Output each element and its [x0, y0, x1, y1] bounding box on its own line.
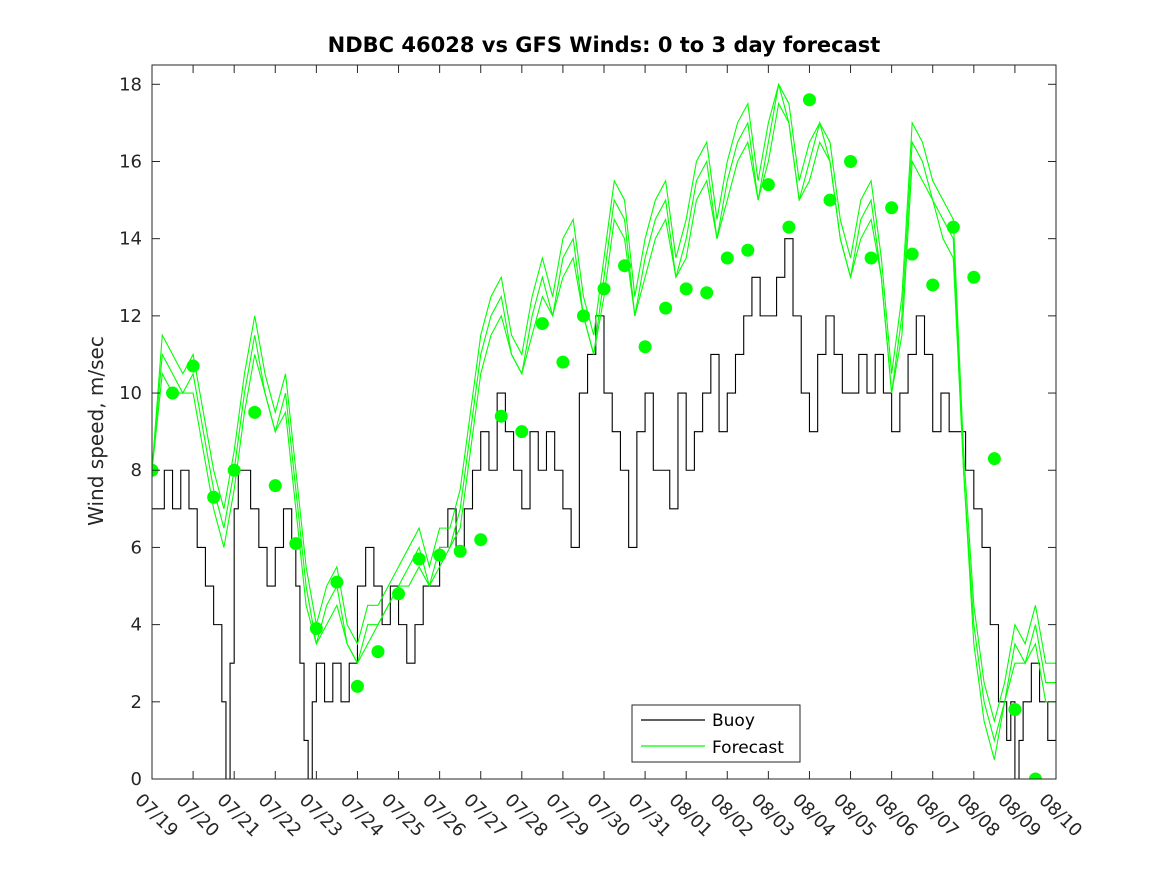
forecast-point [720, 251, 734, 265]
y-tick-label: 12 [119, 306, 142, 327]
forecast-point [453, 544, 467, 558]
forecast-point [823, 193, 837, 207]
forecast-point [761, 178, 775, 192]
x-tick-label: 08/08 [952, 790, 1004, 842]
forecast-point [474, 533, 488, 547]
x-tick-label: 07/21 [213, 790, 265, 842]
forecast-point [350, 679, 364, 693]
x-tick-label: 07/24 [336, 790, 388, 842]
forecast-point [638, 340, 652, 354]
forecast-point [905, 247, 919, 261]
forecast-point [289, 537, 303, 551]
forecast-point [802, 93, 816, 107]
x-tick-label: 08/06 [870, 790, 922, 842]
y-axis-ticks: 0 2 4 6 8 10 12 14 16 18 [119, 74, 1056, 790]
forecast-point [1008, 703, 1022, 717]
x-tick-label: 07/26 [418, 790, 470, 842]
x-tick-label: 07/20 [172, 790, 224, 842]
forecast-point [268, 479, 282, 493]
x-tick-label: 08/05 [829, 790, 881, 842]
x-tick-label: 07/28 [500, 790, 552, 842]
forecast-point [741, 243, 755, 257]
forecast-point [330, 575, 344, 589]
legend-box [631, 704, 801, 763]
x-tick-label: 08/09 [993, 790, 1045, 842]
forecast-point [597, 282, 611, 296]
x-tick-label: 08/07 [911, 790, 963, 842]
y-tick-label: 2 [131, 692, 142, 713]
x-tick-label: 08/10 [1034, 790, 1086, 842]
series-line-buoy [152, 238, 1056, 779]
x-axis-ticks: 07/1907/2007/2107/2207/2307/2407/2507/26… [130, 65, 1086, 841]
forecast-point [494, 409, 508, 423]
y-axis-label: Wind speed, m/sec [84, 336, 108, 526]
x-tick-label: 07/29 [541, 790, 593, 842]
x-tick-label: 07/22 [254, 790, 306, 842]
forecast-point [782, 220, 796, 234]
forecast-point [309, 621, 323, 635]
forecast-point [864, 251, 878, 265]
forecast-point [166, 386, 180, 400]
y-tick-label: 4 [131, 615, 142, 636]
x-tick-label: 07/25 [377, 790, 429, 842]
x-tick-label: 08/03 [747, 790, 799, 842]
forecast-point [535, 317, 549, 331]
forecast-point [967, 270, 981, 284]
y-tick-label: 14 [119, 229, 142, 250]
axes-box [151, 64, 1057, 780]
x-tick-label: 07/23 [295, 790, 347, 842]
forecast-point [885, 201, 899, 215]
x-tick-label: 07/31 [624, 790, 676, 842]
y-tick-label: 8 [131, 460, 142, 481]
legend-label-buoy: Buoy [712, 711, 755, 731]
forecast-point [618, 259, 632, 273]
forecast-point [946, 220, 960, 234]
forecast-point [412, 552, 426, 566]
series-line-forecast [152, 101, 1056, 760]
y-tick-label: 18 [119, 74, 142, 95]
x-tick-label: 07/30 [582, 790, 634, 842]
x-tick-label: 07/19 [130, 790, 182, 842]
y-tick-label: 6 [131, 537, 142, 558]
y-tick-label: 16 [119, 151, 142, 172]
series-line-forecast [152, 82, 1056, 724]
forecast-point [1028, 772, 1042, 779]
forecast-point [844, 154, 858, 168]
forecast-point [186, 359, 200, 373]
plot-area [152, 82, 1056, 779]
forecast-point [926, 278, 940, 292]
legend-label-forecast: Forecast [712, 738, 784, 758]
x-tick-label: 08/01 [665, 790, 717, 842]
forecast-point [515, 425, 529, 439]
forecast-point [207, 490, 221, 504]
forecast-point [576, 309, 590, 323]
forecast-point [248, 405, 262, 419]
forecast-point [987, 452, 1001, 466]
legend: Buoy Forecast [631, 704, 801, 763]
y-tick-label: 10 [119, 383, 142, 404]
forecast-point [392, 587, 406, 601]
series-line-forecast [152, 84, 1056, 743]
x-tick-label: 08/02 [706, 790, 758, 842]
forecast-point [556, 355, 570, 369]
x-tick-label: 08/04 [788, 790, 840, 842]
chart-title: NDBC 46028 vs GFS Winds: 0 to 3 day fore… [328, 33, 881, 57]
forecast-point [433, 548, 447, 562]
forecast-point [371, 645, 385, 659]
forecast-point [700, 286, 714, 300]
forecast-point [659, 301, 673, 315]
forecast-point [227, 463, 241, 477]
x-tick-label: 07/27 [459, 790, 511, 842]
forecast-point [679, 282, 693, 296]
y-tick-label: 0 [131, 769, 142, 790]
